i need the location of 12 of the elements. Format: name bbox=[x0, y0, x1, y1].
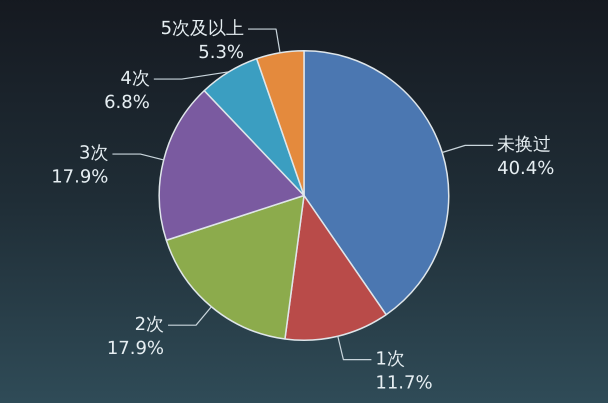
data-label: 17.9% bbox=[51, 166, 108, 188]
slice-label: 4次 bbox=[120, 68, 150, 89]
data-label: 11.7% bbox=[375, 372, 433, 394]
slice-label: 未换过 bbox=[497, 134, 552, 156]
data-label: 40.4% bbox=[497, 158, 554, 180]
slice-label: 3次 bbox=[78, 142, 108, 164]
slice-label: 1次 bbox=[375, 348, 405, 370]
data-label: 5.3% bbox=[198, 42, 244, 63]
data-label: 6.8% bbox=[104, 92, 150, 113]
data-label: 17.9% bbox=[106, 338, 164, 359]
slice-label: 5次及以上 bbox=[160, 18, 244, 39]
slice-label: 2次 bbox=[134, 314, 164, 335]
